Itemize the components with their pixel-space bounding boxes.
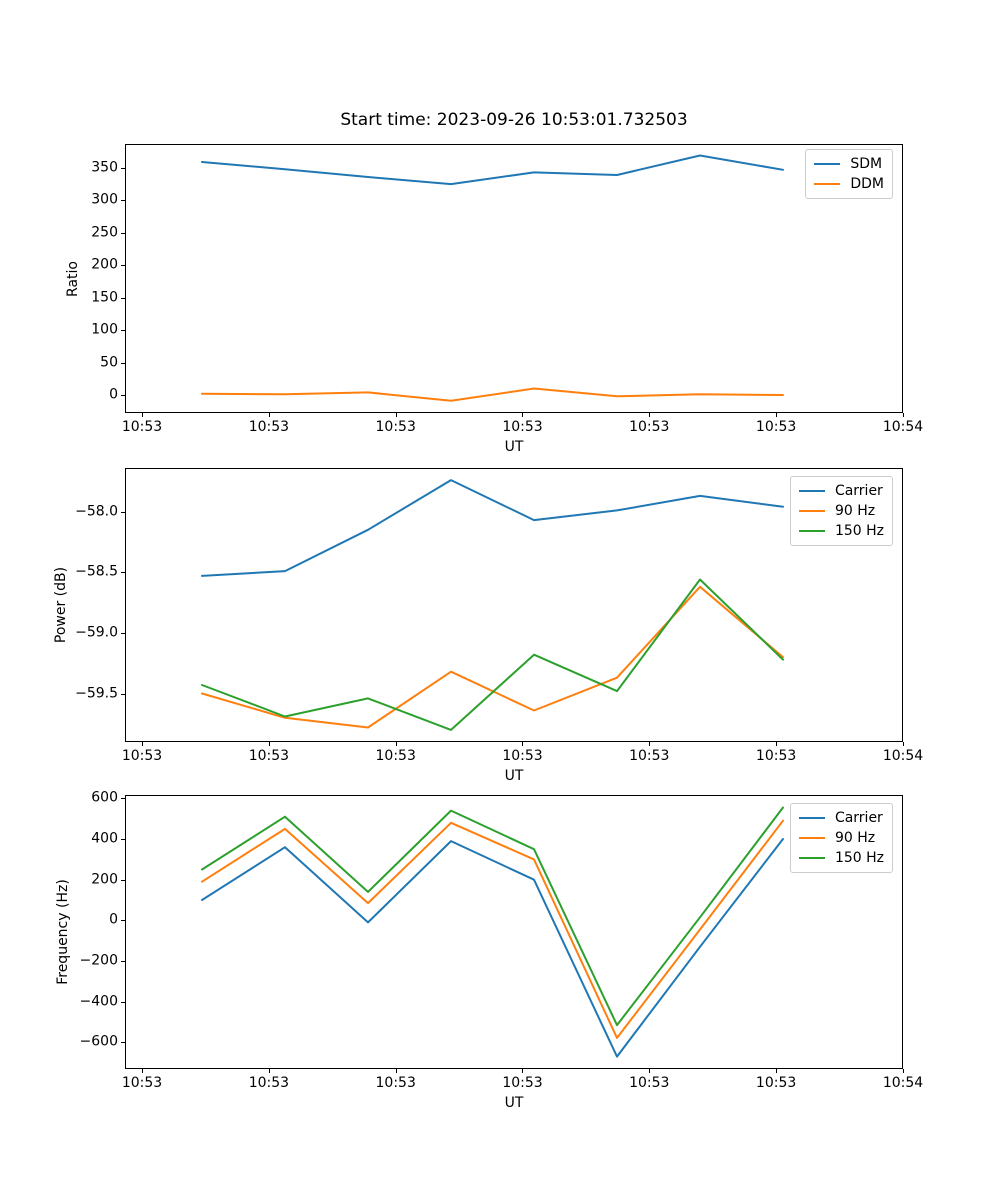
plot-area bbox=[121, 144, 904, 417]
legend: Carrier 90 Hz 150 Hz bbox=[789, 476, 893, 546]
x-tick-label: 10:53 bbox=[248, 419, 290, 435]
x-tick-label: 10:53 bbox=[248, 1075, 290, 1091]
axes-frame bbox=[125, 468, 903, 742]
legend-label: DDM bbox=[850, 175, 884, 192]
legend-entry: DDM bbox=[814, 174, 884, 194]
y-tick-label: 100 bbox=[91, 321, 118, 338]
legend-label: Carrier bbox=[834, 809, 883, 826]
y-tick-label: 400 bbox=[91, 830, 118, 847]
axes-frame bbox=[125, 144, 903, 413]
y-tick-label: −400 bbox=[79, 993, 118, 1010]
y-tick-label: −59.5 bbox=[75, 685, 118, 701]
legend-label: Carrier bbox=[834, 482, 883, 499]
legend-entry: 90 Hz bbox=[798, 501, 884, 521]
x-tick-label: 10:53 bbox=[121, 419, 163, 435]
x-tick-label: 10:53 bbox=[121, 1075, 163, 1091]
x-axis-label: UT bbox=[504, 1095, 524, 1111]
x-tick-label: 10:53 bbox=[375, 1075, 416, 1091]
series-line-carrier bbox=[201, 479, 784, 577]
x-tick-label: 10:54 bbox=[882, 1075, 924, 1091]
legend-label: 90 Hz bbox=[834, 502, 876, 519]
legend-label: 150 Hz bbox=[834, 522, 884, 539]
y-tick-label: −600 bbox=[79, 1033, 118, 1050]
x-tick-label: 10:53 bbox=[121, 748, 163, 764]
legend-line-sample bbox=[798, 510, 825, 512]
y-tick-label: 0 bbox=[109, 911, 118, 928]
legend-label: SDM bbox=[850, 155, 883, 172]
x-axis-label: UT bbox=[504, 768, 524, 784]
x-tick-label: 10:53 bbox=[629, 419, 670, 435]
legend-label: 150 Hz bbox=[834, 849, 884, 866]
x-tick-label: 10:53 bbox=[629, 1075, 670, 1091]
legend-label: 90 Hz bbox=[834, 829, 876, 846]
y-tick-label: 300 bbox=[91, 191, 118, 208]
y-tick-label: 200 bbox=[91, 871, 118, 888]
series-line-carrier bbox=[201, 838, 784, 1058]
legend: SDM DDM bbox=[805, 149, 893, 199]
series-line-ddm bbox=[201, 387, 784, 402]
x-tick-label: 10:53 bbox=[629, 748, 670, 764]
series-line-sdm bbox=[201, 154, 784, 186]
y-axis-label: Frequency (Hz) bbox=[55, 879, 71, 985]
legend-entry: SDM bbox=[814, 154, 884, 174]
y-tick-label: 250 bbox=[91, 224, 118, 241]
y-tick-label: 350 bbox=[91, 159, 118, 176]
y-axis-label: Power (dB) bbox=[53, 566, 69, 644]
legend-line-sample bbox=[798, 837, 825, 839]
x-tick-label: 10:53 bbox=[502, 1075, 543, 1091]
x-tick-label: 10:53 bbox=[375, 419, 416, 435]
plot-area bbox=[121, 795, 904, 1073]
x-tick-label: 10:53 bbox=[248, 748, 290, 764]
y-tick-label: −59.0 bbox=[75, 624, 118, 641]
y-tick-label: −200 bbox=[79, 952, 118, 969]
legend-entry: 150 Hz bbox=[798, 848, 884, 868]
y-tick-label: −58.5 bbox=[75, 563, 118, 580]
legend-line-sample bbox=[814, 183, 841, 185]
chart-title: Start time: 2023-09-26 10:53:01.732503 bbox=[340, 110, 688, 130]
x-tick-label: 10:53 bbox=[502, 748, 543, 764]
x-tick-label: 10:54 bbox=[882, 419, 924, 435]
series-line-90-hz bbox=[201, 585, 784, 729]
legend-line-sample bbox=[798, 530, 825, 532]
legend-line-sample bbox=[798, 490, 825, 492]
series-line-150-hz bbox=[201, 578, 784, 731]
legend: Carrier 90 Hz 150 Hz bbox=[789, 803, 893, 873]
legend-line-sample bbox=[798, 817, 825, 819]
x-tick-label: 10:53 bbox=[755, 1075, 797, 1091]
y-axis-label: Ratio bbox=[65, 260, 81, 297]
frequency-axes: −600 −400 −200 0 200 400 600 10:53 10:53 10:53 10:… bbox=[55, 790, 923, 1111]
x-tick-label: 10:54 bbox=[882, 748, 924, 764]
series-line-150-hz bbox=[201, 806, 784, 1027]
y-tick-label: 0 bbox=[109, 386, 118, 403]
axes-frame bbox=[125, 795, 903, 1069]
legend-entry: Carrier bbox=[798, 808, 884, 828]
ratio-axes: 0 50 100 150 200 250 300 350 10:53 10:53 10:53 10:5… bbox=[65, 144, 923, 455]
y-tick-label: 150 bbox=[91, 289, 118, 306]
y-tick-label: 50 bbox=[100, 354, 118, 370]
legend-entry: Carrier bbox=[798, 481, 884, 501]
y-tick-label: 200 bbox=[91, 256, 118, 273]
x-tick-label: 10:53 bbox=[502, 419, 543, 435]
series-line-90-hz bbox=[201, 819, 784, 1039]
x-tick-label: 10:53 bbox=[375, 748, 416, 764]
x-tick-label: 10:53 bbox=[755, 419, 797, 435]
legend-line-sample bbox=[798, 857, 825, 859]
power-axes: −59.5 −59.0 −58.5 −58.0 10:53 10:53 10:53 10:53… bbox=[53, 468, 923, 784]
y-tick-label: 600 bbox=[91, 789, 118, 806]
x-axis-label: UT bbox=[504, 439, 524, 455]
x-tick-label: 10:53 bbox=[755, 748, 797, 764]
legend-line-sample bbox=[814, 163, 841, 165]
legend-entry: 90 Hz bbox=[798, 828, 884, 848]
legend-entry: 150 Hz bbox=[798, 521, 884, 541]
y-tick-label: −58.0 bbox=[75, 503, 118, 520]
plot-area bbox=[121, 468, 904, 746]
